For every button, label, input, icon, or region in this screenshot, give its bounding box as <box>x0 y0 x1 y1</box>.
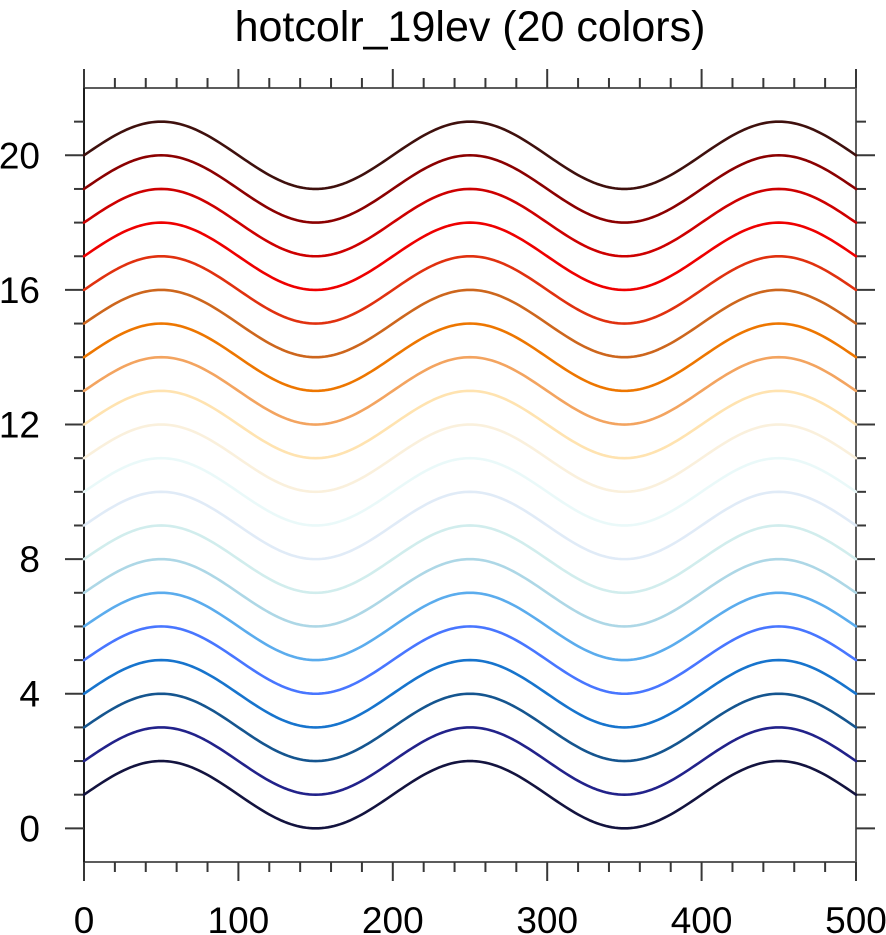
curve-color-14 <box>82 322 858 393</box>
y-tick-label: 12 <box>0 405 40 446</box>
curve-color-20 <box>82 120 858 191</box>
x-tick-label: 500 <box>825 900 886 935</box>
y-tick-label: 16 <box>0 270 40 311</box>
chart-title: hotcolr_19lev (20 colors) <box>235 3 706 51</box>
curve-color-11 <box>82 423 858 494</box>
x-tick-label: 0 <box>74 900 95 935</box>
y-tick-label: 4 <box>19 674 40 715</box>
y-tick-label: 8 <box>19 539 40 580</box>
curve-color-07 <box>82 557 858 628</box>
curve-color-16 <box>82 254 858 325</box>
curve-color-12 <box>82 389 858 460</box>
x-tick-label: 400 <box>671 900 733 935</box>
curve-color-04 <box>82 658 858 729</box>
curve-color-15 <box>82 288 858 359</box>
plot-frame <box>83 87 857 863</box>
curve-color-09 <box>82 490 858 561</box>
curve-color-13 <box>82 355 858 426</box>
curve-color-19 <box>82 154 858 224</box>
curve-color-18 <box>82 187 858 258</box>
x-tick-label: 200 <box>362 900 424 935</box>
curve-color-03 <box>82 692 858 763</box>
y-tick-label: 0 <box>19 808 40 849</box>
curve-color-17 <box>82 221 858 292</box>
y-tick-label: 20 <box>0 135 40 176</box>
curve-color-01 <box>82 759 858 830</box>
x-tick-label: 300 <box>516 900 578 935</box>
curve-color-02 <box>82 726 858 796</box>
curve-color-10 <box>82 456 858 527</box>
curve-color-08 <box>82 524 858 595</box>
curve-color-05 <box>82 625 858 696</box>
curve-color-06 <box>82 591 858 662</box>
curves-layer <box>82 120 858 830</box>
x-tick-label: 100 <box>208 900 270 935</box>
axes-layer: 0 100 200 300 400 500 0 4 8 12 16 20 <box>0 69 886 935</box>
